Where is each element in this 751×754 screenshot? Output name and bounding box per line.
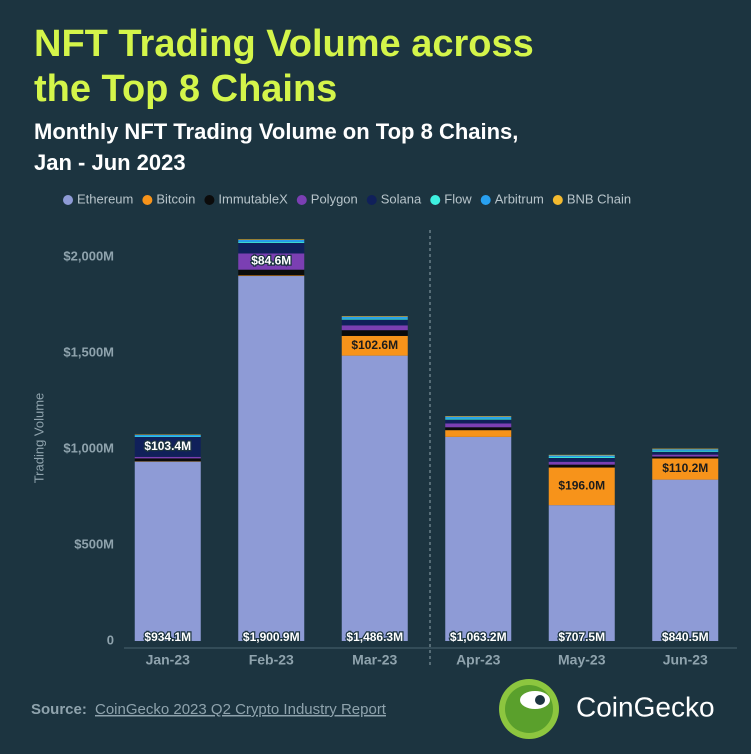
bar-segment [134,434,201,437]
data-label: $1,063.2M [450,630,507,644]
bar-segment [341,325,408,331]
bar-segment [652,450,719,452]
y-tick-label: $1,000M [63,440,114,455]
data-label: $196.0M [558,479,605,493]
data-label: $103.4M [144,439,191,453]
y-axis-label: Trading Volume [31,393,46,484]
bar-segment [445,436,512,641]
y-tick-label: $2,000M [63,248,114,263]
bar-segment [652,479,719,641]
legend-label: Solana [381,191,422,206]
chart-title: NFT Trading Volume across [34,23,534,65]
bar-segment [652,458,719,480]
bar-segment [341,355,408,641]
bar-segment [548,454,615,456]
subtitle: Jan - Jun 2023 [34,150,186,175]
data-label: $1,900.9M [243,630,300,644]
data-label: $1,486.3M [346,630,403,644]
legend-label: BNB Chain [567,191,631,206]
legend-swatch [63,195,73,205]
bar-segment [652,449,719,451]
bar-segment [341,335,408,356]
bar-segment [548,464,615,468]
legend-label: Polygon [311,191,358,206]
bar-segment [548,505,615,641]
bar-segment [652,448,719,450]
legend-swatch [480,195,491,205]
legend-swatch [552,195,563,205]
bar-segment [134,456,201,459]
data-label: $84.6M [251,254,291,268]
x-tick-label: Jun-23 [663,652,708,668]
bar-segment [341,330,408,336]
bar-segment [238,253,305,270]
y-tick-label: 0 [107,632,114,647]
data-label: $102.6M [351,338,398,352]
bar-segment [445,427,512,431]
source-label: Source: [31,701,87,718]
bar-segment [134,461,201,641]
bar-segment [445,416,512,417]
bar-segment [238,240,305,242]
x-tick-label: Apr-23 [456,652,501,668]
bar-segment [134,436,201,437]
data-label: $934.1M [144,630,191,644]
y-tick-label: $500M [74,536,114,551]
data-label: $707.5M [558,630,605,644]
bar-segment [548,467,615,506]
legend-label: Arbitrum [495,191,544,206]
bar-segment [238,241,305,243]
legend-swatch [204,195,215,205]
bar-segment [445,418,512,420]
bar-segment [652,451,719,455]
bar-segment [238,276,305,641]
x-tick-label: Feb-23 [249,652,294,668]
bar-segment [652,456,719,459]
y-tick-label: $1,500M [63,344,114,359]
data-label: $110.2M [662,461,708,475]
bar-segment [134,458,201,462]
legend-label: Bitcoin [156,191,195,206]
bar-segment [445,416,512,419]
subtitle: Monthly NFT Trading Volume on Top 8 Chai… [34,119,518,144]
bar-segment [341,316,408,317]
x-tick-label: Mar-23 [352,652,397,668]
bar-segment [548,455,615,457]
bar-segment [341,318,408,320]
logo [499,679,559,739]
legend-swatch [366,195,377,205]
bar-segment [445,423,512,428]
bar-segment [445,419,512,424]
bar-segment [548,457,615,462]
bar-segment [652,454,719,457]
bar-segment [238,239,305,241]
bar-segment [548,461,615,465]
legend-swatch [430,195,441,205]
brand: CoinGecko [576,691,715,722]
bar-segment [134,437,201,457]
bar-segment [341,319,408,326]
bar-segment [341,316,408,319]
bar-segment [238,242,305,254]
legend-label: Flow [444,191,472,206]
legend-label: ImmutableX [218,191,288,206]
legend-label: Ethereum [77,191,133,206]
bar-segment [548,456,615,458]
chart-title: the Top 8 Chains [34,68,337,110]
bar-segment [238,269,305,276]
bar-segment [238,275,305,277]
data-label: $840.5M [662,630,709,644]
source-link[interactable]: CoinGecko 2023 Q2 Crypto Industry Report [95,701,387,718]
x-tick-label: May-23 [558,652,606,668]
legend-swatch [296,195,307,205]
x-tick-label: Jan-23 [146,652,191,668]
legend-swatch [142,195,153,205]
bar-segment [445,430,512,437]
